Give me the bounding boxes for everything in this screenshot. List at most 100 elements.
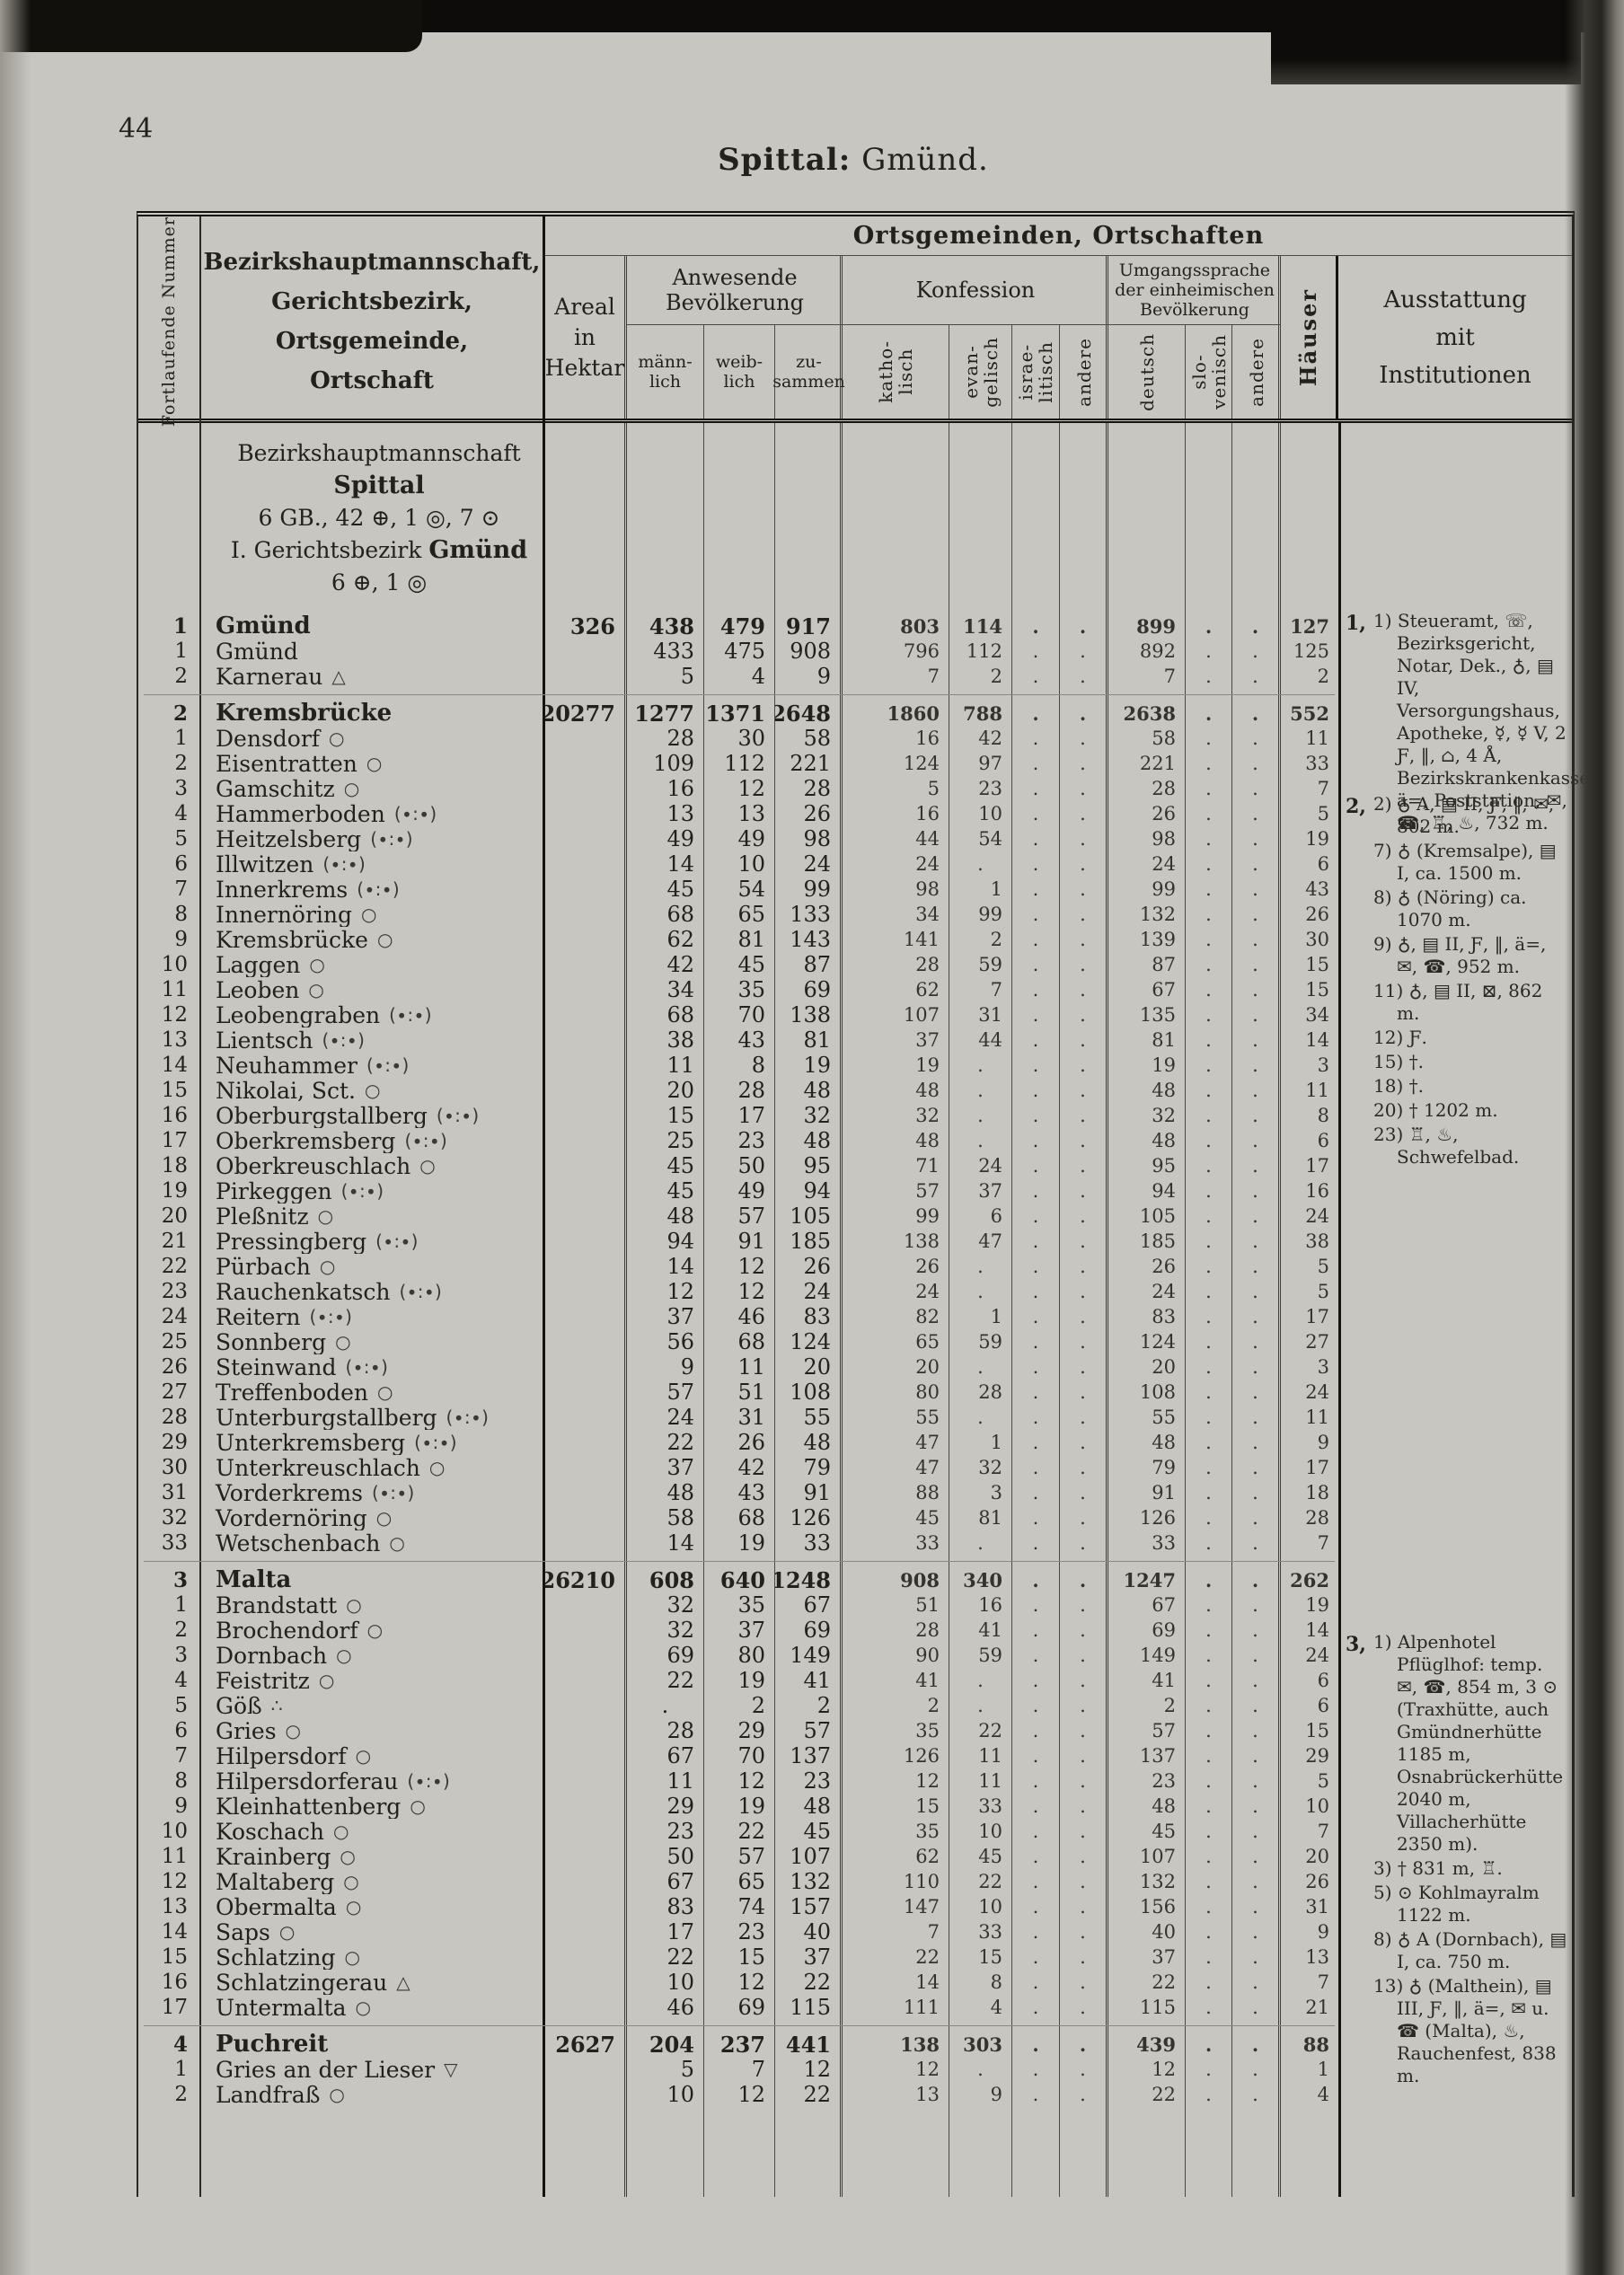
cell-ka: 24 xyxy=(843,1279,949,1304)
cell-de: 26 xyxy=(1108,1254,1186,1279)
cell-sl: . xyxy=(1186,1204,1232,1229)
cell-is: . xyxy=(1012,1995,1060,2020)
cell-name: Oberburgstallberg (∙:∙) xyxy=(201,1103,545,1128)
cell-a1: . xyxy=(1060,1380,1108,1405)
cell-a2: . xyxy=(1232,977,1281,1002)
cell-w: 31 xyxy=(704,1405,775,1430)
cell-a1: . xyxy=(1060,1567,1108,1592)
cell-ka: 28 xyxy=(843,952,949,977)
table-row: 15 Nikolai, Sct. ○ 20 28 48 48... 48.. 11 xyxy=(138,1078,1338,1103)
cell-is: . xyxy=(1012,1567,1060,1592)
place-name: Pirkeggen xyxy=(216,1178,332,1204)
cell-de: 115 xyxy=(1108,1995,1186,2020)
cell-name: Oberkreuschlach ○ xyxy=(201,1153,545,1178)
cell-name: Kleinhattenberg ○ xyxy=(201,1794,545,1819)
table-row: 23 Rauchenkatsch (∙:∙) 12 12 24 24... 24.. 5 xyxy=(138,1279,1338,1304)
cell-n: 11 xyxy=(138,977,201,1002)
cell-n: 1 xyxy=(138,639,201,664)
cell-ev: 37 xyxy=(949,1178,1012,1204)
cell-de: 137 xyxy=(1108,1743,1186,1768)
cell-n: 5 xyxy=(138,826,201,851)
cell-ha: 14 xyxy=(1305,1029,1329,1051)
cell-w: 49 xyxy=(704,1178,775,1204)
cell-ha: 3 xyxy=(1317,1356,1329,1378)
confession-group-label: Konfession xyxy=(843,256,1108,325)
cell-n: 3 xyxy=(138,1567,201,1592)
settlement-type-symbol: ∴ xyxy=(270,1695,283,1716)
cell-z: 22 xyxy=(775,2082,843,2107)
cell-a2: . xyxy=(1232,726,1281,751)
cell-areal xyxy=(545,877,627,902)
cell-ev: 24 xyxy=(949,1153,1012,1178)
cell-a1: . xyxy=(1060,1254,1108,1279)
place-name: Malta xyxy=(216,1567,292,1592)
table-row: 9 Kremsbrücke ○ 62 81 143 141 2.. 139.. 30 xyxy=(138,927,1338,952)
cell-ha xyxy=(1281,689,1338,701)
cell-ha: 38 xyxy=(1305,1230,1329,1252)
cell-de: 32 xyxy=(1108,1103,1186,1128)
place-name: Kremsbrücke xyxy=(216,927,368,952)
cell-m: 45 xyxy=(627,1153,704,1178)
cell-a2: . xyxy=(1232,1380,1281,1405)
header-line: Ortschaft xyxy=(310,367,434,395)
settlement-type-symbol: ○ xyxy=(335,1331,351,1353)
cell-ha: 7 xyxy=(1317,1532,1329,1554)
table-row: 24 Reitern (∙:∙) 37 46 83 82 1.. 83.. 17 xyxy=(138,1304,1338,1329)
cell-is: . xyxy=(1012,1027,1060,1053)
header-houses: Häuser xyxy=(1281,256,1338,419)
cell-m: 83 xyxy=(627,1894,704,1919)
cell-m: 16 xyxy=(627,776,704,801)
district-heading-line: I. Gerichtsbezirk Gmünd xyxy=(230,536,528,564)
table-row: 25 Sonnberg ○ 56 68 124 65 59.. 124.. 27 xyxy=(138,1329,1338,1354)
cell-z: 19 xyxy=(775,1053,843,1078)
cell-n: 17 xyxy=(138,1128,201,1153)
cell-de: 132 xyxy=(1108,1869,1186,1894)
table-row: 11 Krainberg ○ 50 57 107 62 45.. 107.. 20 xyxy=(138,1844,1338,1869)
cell-sl: . xyxy=(1186,1743,1232,1768)
cell-z: 48 xyxy=(775,1128,843,1153)
place-name: Neuhammer xyxy=(216,1053,357,1078)
cell-ha: 6 xyxy=(1317,1695,1329,1716)
note-entry: 3) † 831 m, ♖. xyxy=(1373,1857,1503,1879)
place-name: Obermalta xyxy=(216,1894,337,1919)
cell-n xyxy=(138,689,201,701)
cell-n: 1 xyxy=(138,2057,201,2082)
cell-n: 31 xyxy=(138,1480,201,1505)
cell-m: 48 xyxy=(627,1480,704,1505)
header-other-confession: andere xyxy=(1060,325,1108,419)
cell-ev: 3 xyxy=(949,1480,1012,1505)
note-group: 1, 1) Steueramt, ☏, Bezirksgericht, Notar… xyxy=(1341,610,1596,836)
cell-de: 892 xyxy=(1108,639,1186,664)
cell-name: Saps ○ xyxy=(201,1919,545,1944)
cell-areal xyxy=(545,1053,627,1078)
note-group: 3, 1) Alpenhotel Pflüglhof: temp. ✉, ☎, 8… xyxy=(1341,1631,1567,2089)
cell-n: 2 xyxy=(138,2082,201,2107)
table-row: 22 Pürbach ○ 14 12 26 26... 26.. 5 xyxy=(138,1254,1338,1279)
cell-areal xyxy=(545,851,627,877)
cell-a1: . xyxy=(1060,1329,1108,1354)
cell-n: 5 xyxy=(138,1693,201,1718)
cell-n: 18 xyxy=(138,1153,201,1178)
cell-ka: 71 xyxy=(843,1153,949,1178)
settlement-type-symbol: ○ xyxy=(344,1946,360,1968)
cell-ka xyxy=(843,2107,949,2197)
table-row: 28 Unterburgstallberg (∙:∙) 24 31 55 55... 55..… xyxy=(138,1405,1338,1430)
cell-sl: . xyxy=(1186,1844,1232,1869)
place-name: Göß xyxy=(216,1693,262,1718)
cell-de: 12 xyxy=(1108,2057,1186,2082)
cell-a2: . xyxy=(1232,776,1281,801)
cell-sl: . xyxy=(1186,1002,1232,1027)
cell-ha: 5 xyxy=(1317,1281,1329,1302)
cell-ev: . xyxy=(949,1354,1012,1380)
table-row: 16 Schlatzingerau △ 10 12 22 14 8.. 22.. 7 xyxy=(138,1970,1338,1995)
table-row: 6 Gries ○ 28 29 57 35 22.. 57.. 15 xyxy=(138,1718,1338,1743)
cell-areal xyxy=(545,1505,627,1530)
cell-is: . xyxy=(1012,1668,1060,1693)
cell-de: 69 xyxy=(1108,1618,1186,1643)
place-name: Karnerau xyxy=(216,664,323,689)
cell-ev: . xyxy=(949,1103,1012,1128)
place-name: Oberburgstallberg xyxy=(216,1103,428,1128)
municipality-total-row: 4 Puchreit 2627 204 237 441 138 303.. 439.. 88 xyxy=(138,2032,1338,2057)
cell-is: . xyxy=(1012,902,1060,927)
cell-areal xyxy=(545,1592,627,1618)
